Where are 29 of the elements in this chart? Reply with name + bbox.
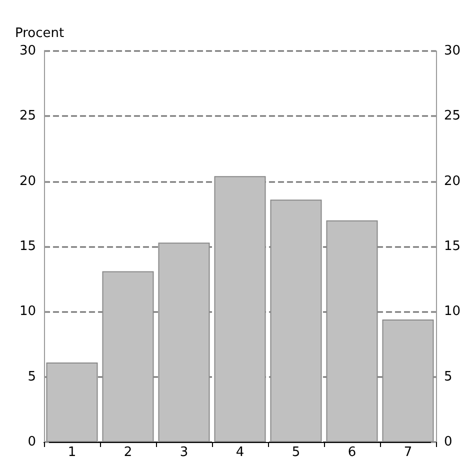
- bar: [326, 220, 378, 442]
- y-tick-label: 25: [19, 108, 36, 124]
- y2-tick-label: 15: [444, 239, 461, 254]
- y2-tick-label: 0: [444, 434, 452, 450]
- y2-tick-label: 20: [444, 174, 461, 189]
- x-tick-label: 7: [404, 445, 412, 460]
- y2-tick-label: 25: [444, 108, 461, 124]
- x-tick-label: 4: [236, 445, 244, 460]
- y-axis-title: Procent: [15, 26, 64, 41]
- x-tick-label: 6: [348, 445, 356, 460]
- x-tick-label: 2: [124, 445, 132, 460]
- y-tick-label: 10: [19, 304, 36, 320]
- bar: [102, 271, 154, 442]
- y2-tick-label: 10: [444, 304, 461, 320]
- y-tick-label: 5: [28, 369, 36, 384]
- bar: [46, 362, 98, 442]
- bar: [214, 176, 266, 442]
- y-tick-label: 0: [28, 434, 36, 450]
- x-tick-label: 1: [68, 445, 76, 460]
- bar: [382, 319, 434, 442]
- y-tick-label: 20: [19, 174, 36, 189]
- bar: [270, 200, 322, 442]
- y-tick-label: 15: [19, 239, 36, 254]
- x-tick-label: 3: [180, 445, 188, 460]
- bar: [158, 242, 210, 442]
- y2-tick-label: 5: [444, 369, 452, 384]
- x-tick-label: 5: [292, 445, 300, 460]
- y2-tick-label: 30: [444, 44, 461, 58]
- y-tick-label: 30: [19, 44, 36, 58]
